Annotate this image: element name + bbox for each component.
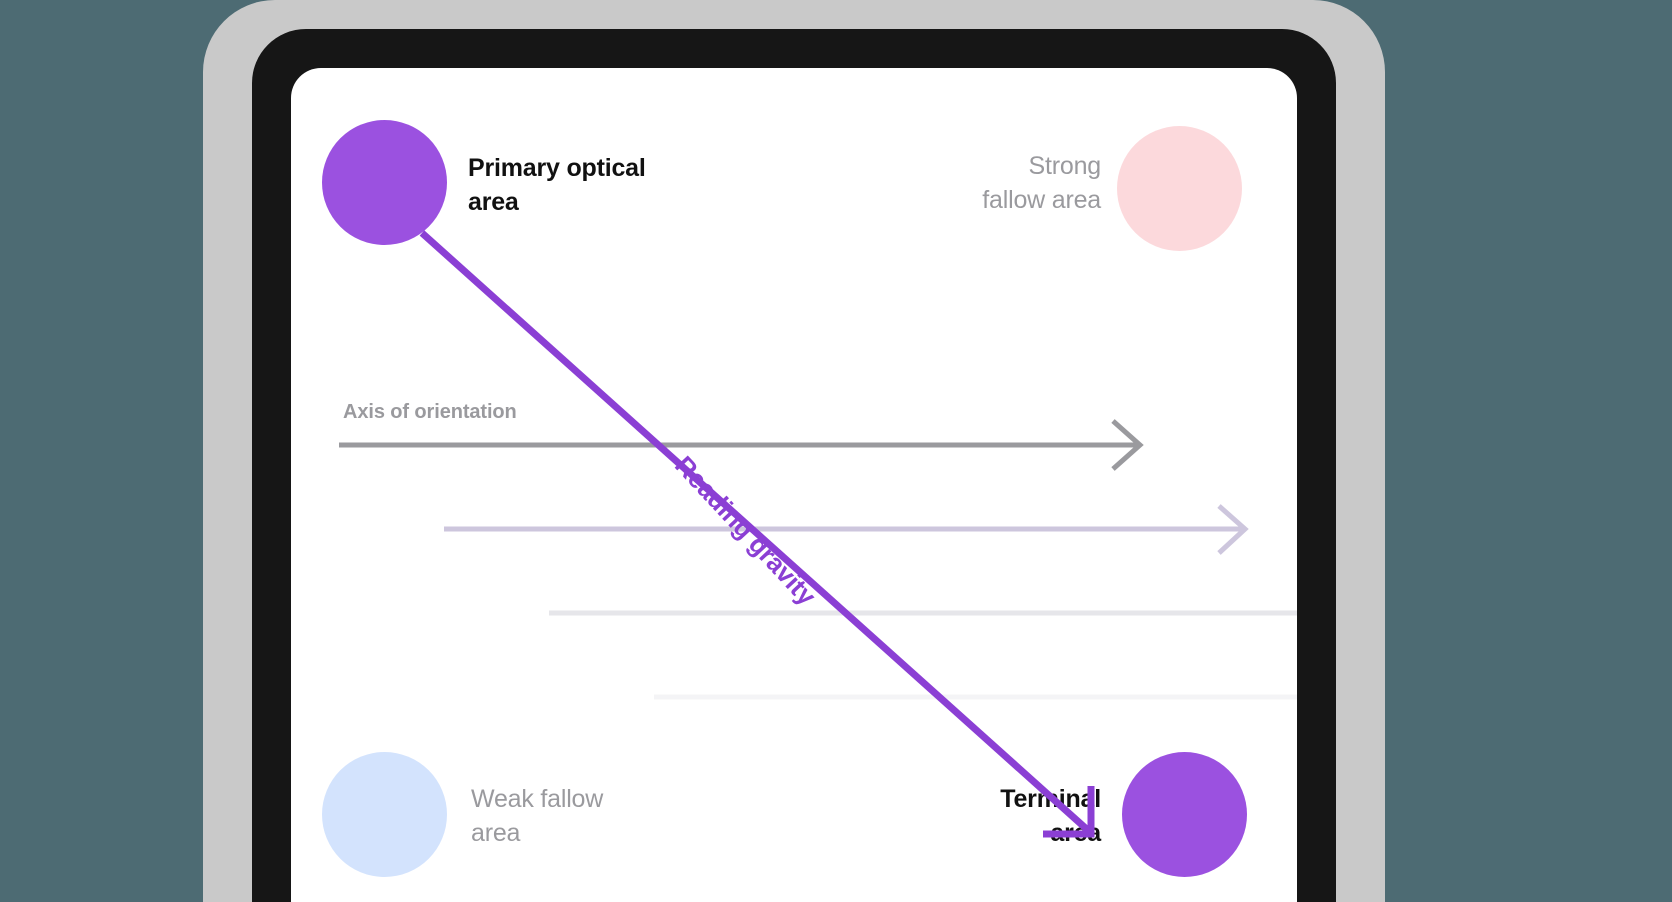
axis-line-4: [654, 694, 1297, 700]
label-terminal-area: Terminal area: [1000, 785, 1101, 847]
circle-weak-fallow-area[interactable]: [322, 752, 447, 877]
circle-primary-optical-area[interactable]: [322, 120, 447, 245]
axis-line-2: [444, 504, 1249, 555]
axis-line-1: [339, 419, 1144, 471]
circle-terminal-area[interactable]: [1122, 752, 1247, 877]
device-screen: Primary optical area Strong fallow area …: [291, 68, 1297, 902]
label-strong-fallow-area: Strong fallow area: [982, 152, 1101, 214]
circle-strong-fallow-area[interactable]: [1117, 126, 1242, 251]
label-primary-optical-area: Primary optical area: [468, 154, 646, 216]
label-reading-gravity: Reading gravity: [669, 450, 822, 611]
diagram-canvas: Primary optical area Strong fallow area …: [291, 68, 1297, 902]
label-axis-of-orientation: Axis of orientation: [343, 401, 517, 423]
label-weak-fallow-area: Weak fallow area: [471, 785, 604, 847]
axis-line-3: [549, 610, 1297, 616]
